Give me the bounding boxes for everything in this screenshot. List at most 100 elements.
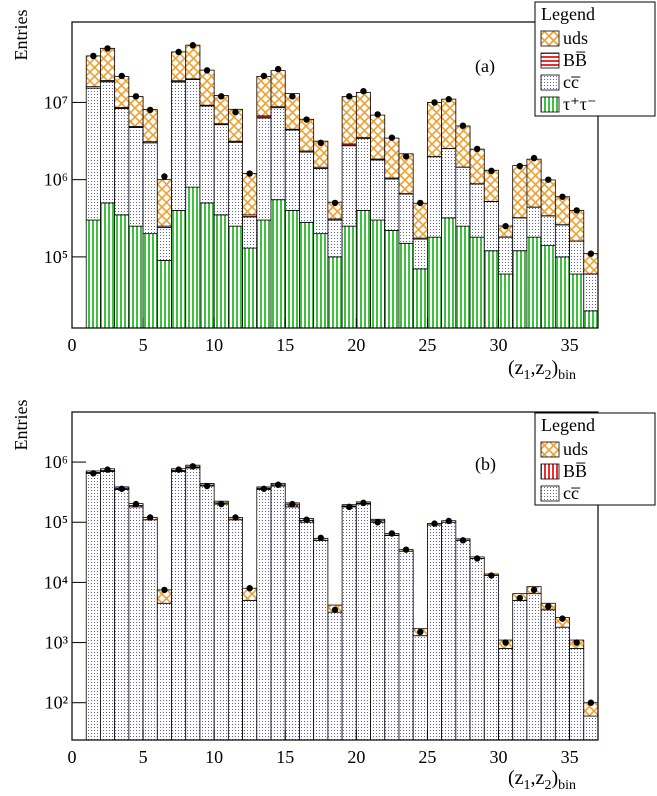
histogram-segment bbox=[242, 600, 258, 740]
data-point bbox=[473, 555, 481, 562]
histogram-segment bbox=[569, 273, 585, 328]
histogram-segment bbox=[242, 173, 258, 216]
histogram-segment bbox=[327, 256, 343, 328]
histogram-segment bbox=[398, 242, 414, 328]
histogram-segment bbox=[540, 215, 556, 247]
x-axis-label-part: (z bbox=[508, 767, 524, 789]
histogram-segment bbox=[284, 129, 300, 211]
histogram-segment bbox=[498, 647, 514, 740]
x-tick-label: 35 bbox=[561, 335, 579, 355]
data-point bbox=[161, 586, 168, 594]
histogram-segment bbox=[142, 233, 158, 328]
data-point bbox=[402, 153, 410, 160]
legend-label: uds bbox=[563, 28, 588, 48]
histogram-segment bbox=[441, 521, 457, 740]
data-point bbox=[516, 594, 524, 602]
x-tick-label: 0 bbox=[68, 335, 77, 355]
y-tick-label: 10⁵ bbox=[44, 247, 68, 267]
data-point bbox=[346, 503, 353, 511]
x-axis-label-part: 1 bbox=[524, 778, 531, 793]
histogram-segment bbox=[156, 260, 172, 328]
data-point bbox=[417, 628, 424, 636]
data-point bbox=[388, 134, 396, 141]
histogram-segment bbox=[270, 70, 286, 108]
histogram-segment bbox=[427, 156, 443, 238]
data-point bbox=[488, 167, 495, 175]
histogram-segment bbox=[227, 225, 243, 328]
x-tick-label: 30 bbox=[489, 747, 507, 767]
data-point bbox=[473, 145, 481, 153]
histogram-segment bbox=[242, 216, 258, 249]
histogram-segment bbox=[128, 126, 144, 227]
histogram-segment bbox=[384, 535, 400, 740]
data-point bbox=[417, 199, 424, 207]
histogram-segment bbox=[469, 183, 485, 238]
histogram-segment bbox=[398, 153, 414, 194]
histogram-segment bbox=[171, 209, 187, 328]
data-point bbox=[90, 470, 97, 477]
data-point bbox=[246, 170, 253, 177]
data-point bbox=[545, 603, 552, 610]
histogram-segment bbox=[441, 98, 457, 149]
histogram-segment bbox=[398, 550, 414, 740]
histogram-segment bbox=[213, 503, 229, 740]
x-axis-label-part: ,z bbox=[531, 357, 545, 379]
data-point bbox=[132, 500, 140, 508]
histogram-segment bbox=[427, 524, 443, 740]
x-tick-label: 25 bbox=[418, 335, 436, 355]
x-tick-label: 5 bbox=[139, 335, 148, 355]
histogram-segment bbox=[384, 137, 400, 179]
legend-swatch bbox=[540, 96, 560, 113]
y-tick-label: 10⁴ bbox=[44, 572, 68, 592]
data-point bbox=[303, 516, 310, 523]
data-point bbox=[189, 463, 197, 470]
legend-title: Legend bbox=[541, 415, 595, 435]
histogram-segment bbox=[185, 79, 201, 188]
histogram-segment bbox=[100, 81, 116, 204]
histogram-segment bbox=[100, 202, 116, 328]
data-point bbox=[317, 534, 324, 542]
histogram-segment bbox=[270, 199, 286, 328]
data-point bbox=[90, 52, 97, 60]
histogram-segment bbox=[199, 69, 215, 106]
histogram-segment bbox=[227, 519, 243, 740]
histogram-segment bbox=[427, 102, 443, 157]
histogram-segment bbox=[512, 165, 528, 219]
y-tick-label: 10⁷ bbox=[44, 92, 68, 112]
data-point bbox=[502, 639, 509, 646]
x-axis-label-part: 2 bbox=[544, 368, 551, 383]
histogram-segment bbox=[455, 166, 471, 227]
histogram-segment bbox=[384, 230, 400, 328]
histogram-segment bbox=[370, 159, 386, 221]
data-point bbox=[274, 65, 282, 73]
histogram-segment bbox=[185, 186, 201, 328]
histogram-segment bbox=[171, 81, 187, 211]
x-tick-label: 15 bbox=[276, 335, 294, 355]
y-tick-label: 10⁶ bbox=[44, 452, 68, 472]
data-point bbox=[445, 517, 452, 525]
data-point bbox=[175, 48, 182, 56]
histogram-segment bbox=[199, 105, 215, 204]
histogram-segment bbox=[412, 202, 428, 239]
histogram-segment bbox=[256, 219, 272, 328]
histogram-segment bbox=[128, 225, 144, 328]
histogram-segment bbox=[370, 114, 386, 160]
histogram-segment bbox=[498, 273, 514, 328]
histogram-segment bbox=[171, 51, 187, 82]
histogram-segment bbox=[299, 118, 315, 152]
histogram-segment bbox=[199, 485, 215, 740]
plot-area bbox=[85, 42, 598, 328]
histogram-segment bbox=[469, 236, 485, 328]
histogram-segment bbox=[355, 209, 371, 328]
data-point bbox=[104, 45, 111, 52]
histogram-segment bbox=[554, 626, 570, 740]
y-axis-label: Entries bbox=[11, 10, 31, 61]
histogram-segment bbox=[327, 219, 343, 258]
data-point bbox=[360, 87, 367, 95]
data-point bbox=[161, 173, 168, 180]
histogram-segment bbox=[370, 219, 386, 328]
data-point bbox=[289, 500, 296, 508]
histogram-segment bbox=[156, 227, 172, 261]
data-point bbox=[132, 93, 140, 100]
